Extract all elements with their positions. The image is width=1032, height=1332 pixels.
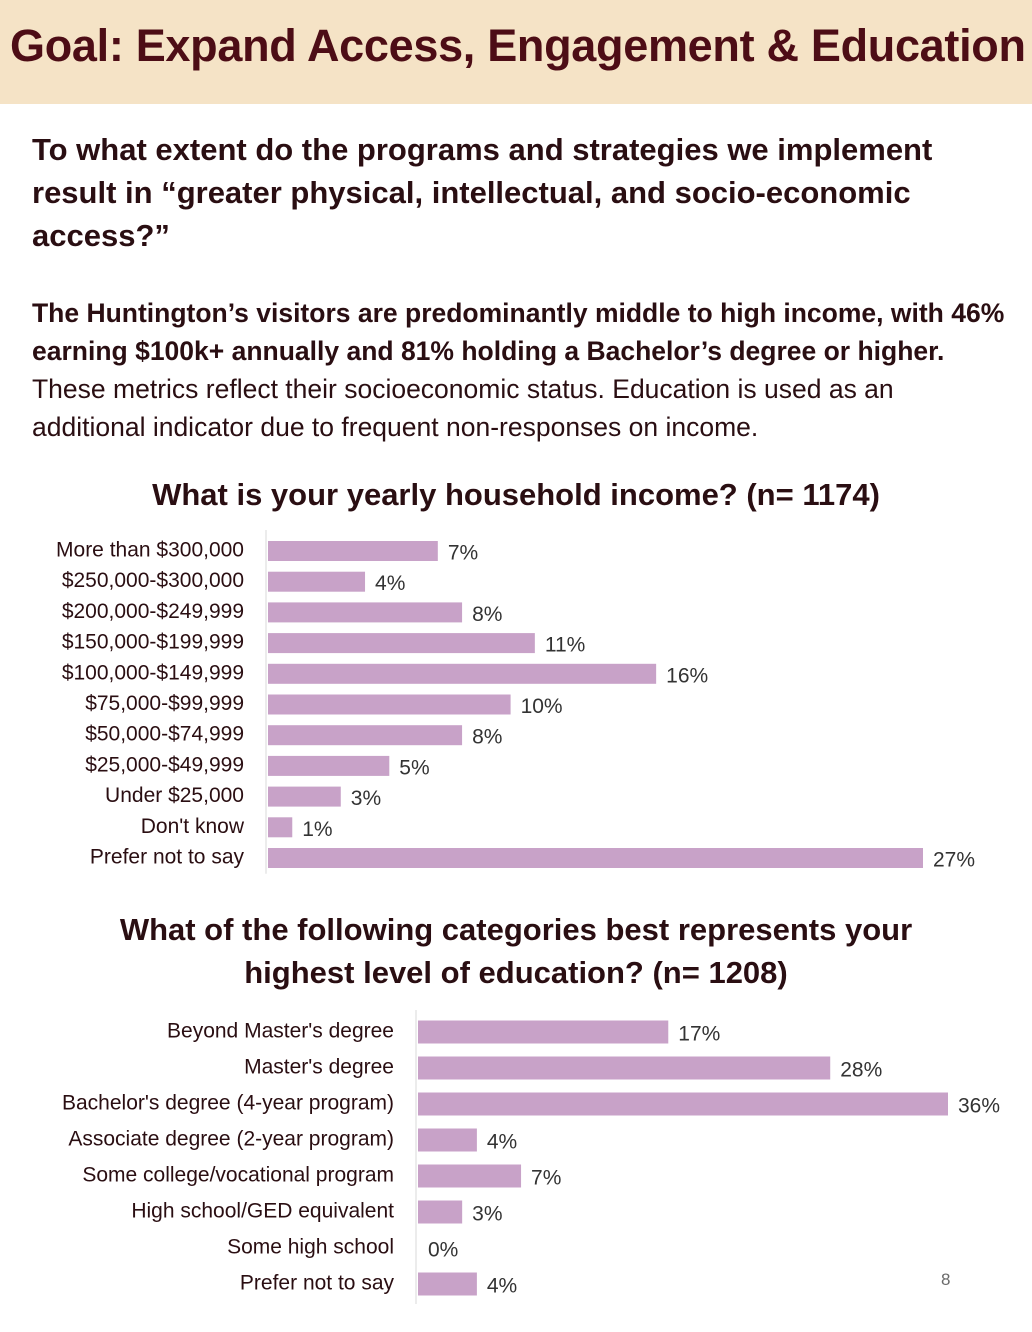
income-category-label: $250,000-$300,000 (62, 569, 244, 592)
education-chart-title: What of the following categories best re… (0, 908, 1032, 994)
education-bar (418, 1092, 948, 1116)
education-category-label: High school/GED equivalent (131, 1200, 394, 1223)
education-value-label: 4% (487, 1131, 517, 1154)
education-category-label: Bachelor's degree (4-year program) (62, 1092, 394, 1115)
education-bar (418, 1200, 463, 1224)
education-category-label: Some college/vocational program (82, 1164, 394, 1187)
education-bar (418, 1128, 477, 1152)
page-title: Goal: Expand Access, Engagement & Educat… (10, 20, 1026, 71)
education-category-label: Beyond Master's degree (167, 1020, 394, 1043)
income-value-label: 4% (375, 572, 405, 595)
income-value-label: 16% (666, 664, 708, 687)
income-value-label: 10% (521, 695, 563, 718)
education-category-label: Prefer not to say (240, 1272, 395, 1295)
income-bar (268, 725, 463, 746)
income-value-label: 1% (302, 818, 332, 841)
income-bar (268, 817, 293, 838)
income-value-label: 7% (448, 542, 478, 565)
income-bar (268, 571, 366, 592)
income-bar (268, 694, 511, 715)
income-value-label: 8% (472, 603, 502, 626)
income-bar (268, 848, 923, 868)
income-bar (268, 755, 390, 776)
education-value-label: 36% (958, 1095, 1000, 1118)
income-bar (268, 541, 438, 561)
income-category-label: $150,000-$199,999 (62, 631, 244, 654)
summary-bold-text: The Huntington’s visitors are predominan… (32, 298, 1005, 366)
summary-paragraph: The Huntington’s visitors are predominan… (32, 294, 1007, 446)
education-bar (418, 1164, 522, 1188)
education-value-label: 0% (428, 1239, 458, 1262)
income-value-label: 8% (472, 726, 502, 749)
education-category-label: Master's degree (244, 1056, 394, 1079)
income-value-label: 27% (933, 849, 975, 872)
education-bar (418, 1020, 669, 1044)
income-value-label: 5% (399, 756, 429, 779)
income-category-label: $50,000-$74,999 (85, 723, 244, 746)
income-category-label: Under $25,000 (105, 784, 244, 807)
education-value-label: 28% (840, 1059, 882, 1082)
income-value-label: 11% (545, 634, 585, 657)
summary-regular-text: These metrics reflect their socioeconomi… (32, 374, 894, 442)
header-band (0, 0, 1032, 104)
education-bar (418, 1272, 477, 1296)
education-category-label: Associate degree (2-year program) (68, 1128, 394, 1151)
education-value-label: 3% (472, 1203, 502, 1226)
education-value-label: 4% (487, 1275, 517, 1298)
income-category-label: Prefer not to say (90, 846, 245, 869)
income-category-label: $100,000-$149,999 (62, 661, 244, 684)
education-value-label: 7% (531, 1167, 561, 1190)
income-value-label: 3% (351, 787, 381, 810)
research-question: To what extent do the programs and strat… (32, 132, 933, 253)
income-bar (268, 633, 535, 654)
income-category-label: $200,000-$249,999 (62, 600, 244, 623)
income-category-label: $25,000-$49,999 (85, 753, 244, 776)
education-bar (418, 1056, 831, 1080)
education-value-label: 17% (678, 1023, 720, 1046)
income-bar-chart: More than $300,000 7% $250,000-$300,000 4% $… (56, 530, 975, 874)
income-bar (268, 602, 463, 623)
education-category-label: Some high school (227, 1236, 394, 1259)
income-bar (268, 786, 341, 807)
income-bar (268, 663, 657, 684)
page-number: 8 (941, 1270, 951, 1289)
income-category-label: Don't know (141, 815, 245, 838)
education-bar-chart: Beyond Master's degree 17% Master's degree… (62, 1010, 1000, 1304)
education-chart-title-text: What of the following categories best re… (119, 912, 913, 990)
income-chart-title: What is your yearly household income? (n… (152, 477, 880, 512)
income-category-label: $75,000-$99,999 (85, 692, 244, 715)
income-category-label: More than $300,000 (56, 539, 244, 562)
